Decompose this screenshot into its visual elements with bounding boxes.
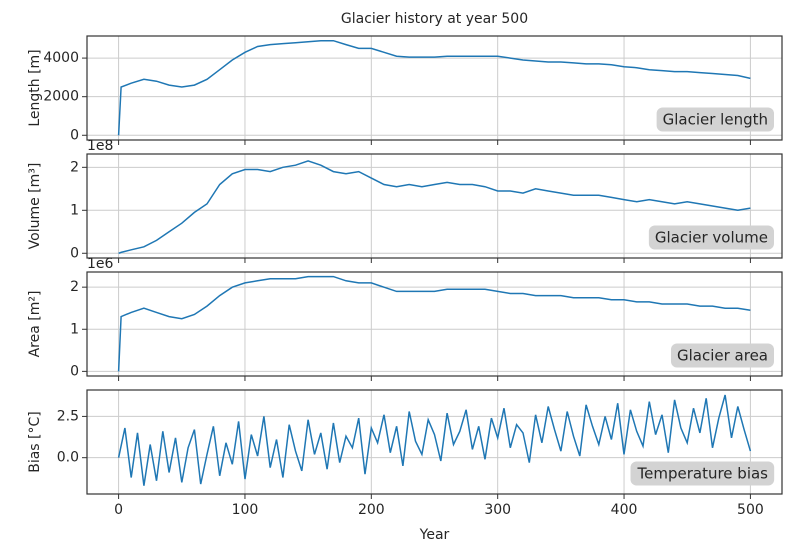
axes-frame bbox=[86, 35, 783, 141]
data-line bbox=[117, 394, 752, 486]
x-tick-label: 0 bbox=[114, 502, 123, 518]
axes-frame bbox=[86, 271, 783, 377]
y-tick-label: 1 bbox=[70, 321, 79, 337]
annotation: Temperature bias bbox=[637, 465, 769, 483]
annotation-box bbox=[630, 461, 775, 486]
axes-frame bbox=[86, 153, 783, 259]
offset-label: 1e8 bbox=[87, 138, 113, 154]
x-axis-label: Year bbox=[419, 527, 450, 543]
x-tick-label: 500 bbox=[737, 502, 764, 518]
y-axis-label: Length [m] bbox=[27, 49, 43, 126]
y-axis-label: Bias [°C] bbox=[27, 411, 43, 473]
chart-title: Glacier history at year 500 bbox=[341, 11, 528, 27]
annotation-box bbox=[656, 107, 774, 132]
data-line bbox=[118, 160, 751, 255]
offset-label: 1e6 bbox=[87, 256, 114, 272]
annotation: Glacier volume bbox=[655, 229, 768, 247]
y-tick-label: 4000 bbox=[43, 50, 79, 66]
data-line bbox=[117, 275, 751, 372]
x-tick-label: 300 bbox=[484, 502, 511, 518]
y-tick-label: 2 bbox=[70, 279, 79, 295]
x-tick-label: 100 bbox=[232, 502, 259, 518]
y-tick-label: 2000 bbox=[43, 89, 79, 105]
annotation-box bbox=[648, 225, 774, 250]
y-tick-label: 0 bbox=[70, 363, 79, 379]
x-tick-label: 200 bbox=[358, 502, 385, 518]
y-tick-label: 2.5 bbox=[57, 408, 79, 424]
y-axis-label: Area [m²] bbox=[27, 291, 43, 358]
y-tick-label: 0.0 bbox=[57, 450, 79, 466]
data-line bbox=[117, 39, 751, 136]
x-tick-label: 400 bbox=[611, 502, 638, 518]
y-tick-label: 1 bbox=[70, 202, 79, 218]
y-tick-label: 0 bbox=[70, 127, 79, 143]
annotation-box bbox=[670, 343, 774, 368]
y-tick-label: 0 bbox=[70, 245, 79, 261]
annotation: Glacier length bbox=[663, 111, 768, 129]
y-tick-label: 2 bbox=[70, 159, 79, 175]
annotation: Glacier area bbox=[677, 347, 768, 365]
y-axis-label: Volume [m³] bbox=[27, 163, 43, 250]
axes-frame bbox=[86, 389, 783, 495]
